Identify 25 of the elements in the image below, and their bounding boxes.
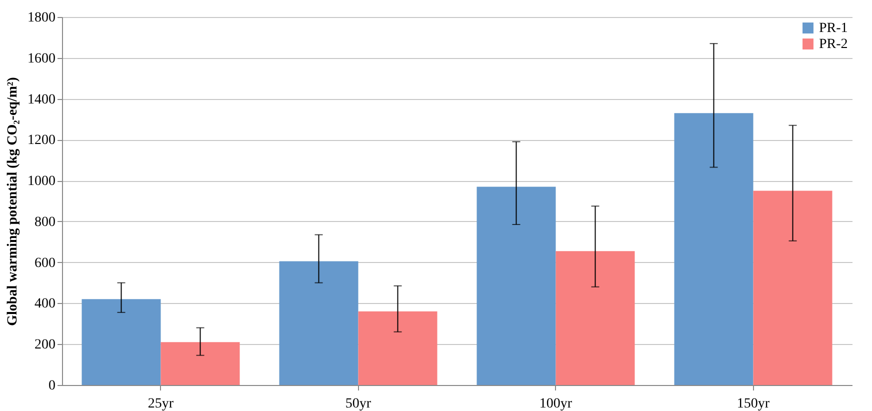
bar (556, 251, 635, 385)
y-tick-label: 1400 (28, 92, 56, 108)
y-tick-label: 800 (34, 214, 56, 230)
y-tick-label: 1600 (28, 51, 56, 66)
y-axis-title: Global warming potential (kg CO₂-eq/m²) (6, 76, 20, 326)
bar (82, 299, 161, 385)
y-tick-label: 1800 (28, 10, 56, 26)
x-tick-label: 25yr (148, 396, 174, 411)
legend-label: PR-2 (819, 37, 848, 52)
bar (358, 311, 438, 385)
bar (753, 190, 832, 385)
y-tick-label: 200 (34, 338, 56, 353)
y-tick-label: 0 (48, 378, 56, 394)
y-tick-label: 600 (34, 256, 56, 271)
bar (160, 342, 240, 385)
y-tick-label: 1200 (28, 133, 56, 148)
x-tick-label: 150yr (736, 396, 770, 411)
y-tick-label: 400 (34, 296, 56, 312)
y-tick-label: 1000 (28, 174, 56, 190)
bar (279, 261, 358, 385)
bar (674, 113, 754, 385)
x-tick-label: 100yr (539, 396, 572, 411)
bar (476, 186, 556, 385)
legend-label: PR-1 (819, 21, 848, 36)
x-tick-label: 50yr (345, 396, 372, 411)
